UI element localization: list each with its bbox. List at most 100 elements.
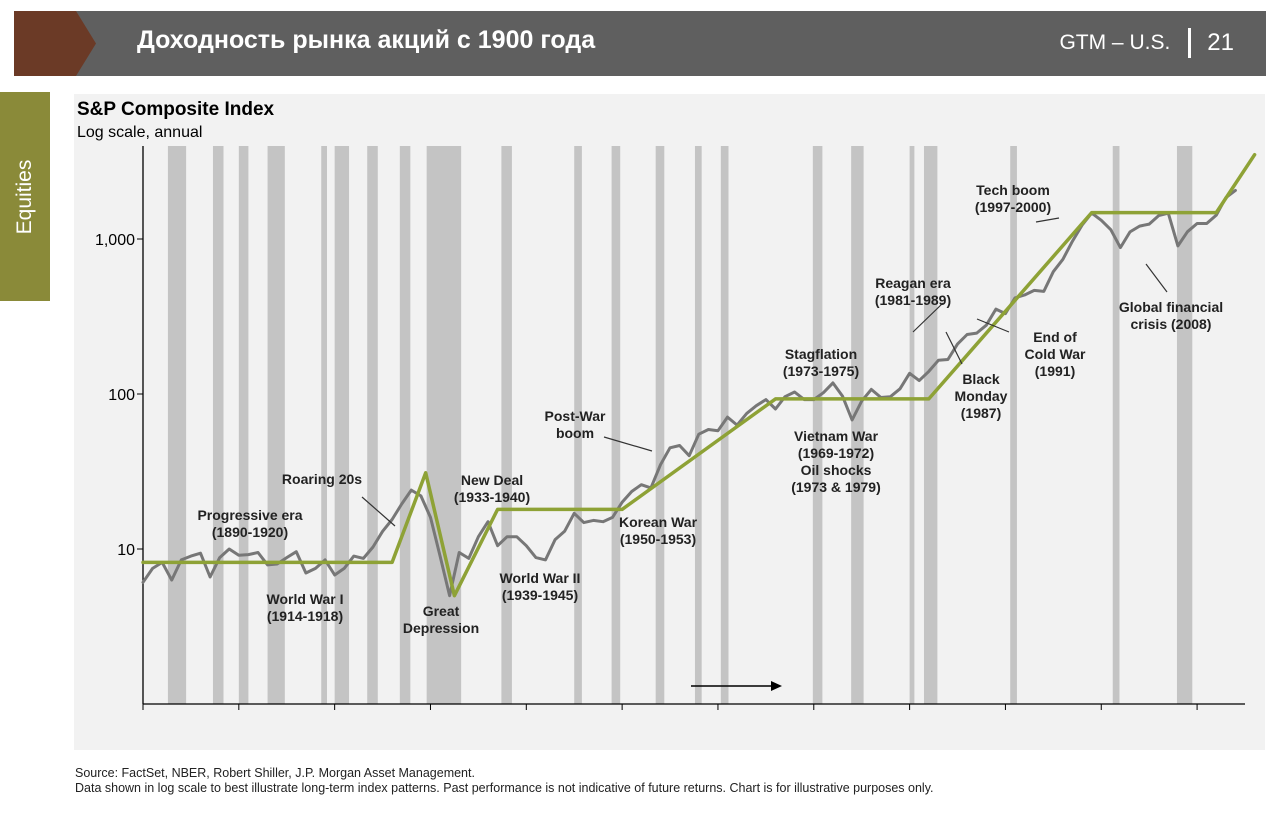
equities-side-tab[interactable]: Equities — [0, 92, 50, 301]
annotation-line: (1997-2000) — [975, 199, 1051, 215]
chart-annotation: Progressive era (1890-1920) — [197, 507, 302, 540]
annotation-line: (1981-1989) — [875, 292, 951, 308]
gtm-badge: GTM – U.S. — [1059, 31, 1171, 54]
chart-annotation: New Deal (1933-1940) — [454, 472, 530, 505]
annotation-line: World War II — [500, 570, 581, 586]
annotation-line: Progressive era — [197, 507, 302, 523]
chart-annotation: Roaring 20s — [282, 471, 362, 487]
annotation-line: Oil shocks — [801, 462, 872, 478]
chart-annotation: Tech boom (1997-2000) — [975, 182, 1051, 215]
annotation-line: (1890-1920) — [212, 524, 288, 540]
annotation-line: crisis (2008) — [1131, 316, 1212, 332]
y-tick-label: 10 — [117, 542, 135, 559]
annotation-line: End of — [1033, 329, 1077, 345]
annotation-line: (1950-1953) — [620, 531, 696, 547]
recession-band — [367, 146, 378, 704]
recession-band — [909, 146, 915, 704]
chart-annotation: Korean War (1950-1953) — [619, 514, 698, 547]
annotation-line: Global financial — [1119, 299, 1223, 315]
recession-band — [238, 146, 249, 704]
y-axis: 10 100 1,000 — [95, 146, 144, 704]
chart-annotation: Post-War boom — [545, 408, 606, 441]
chart-annotation: Global financial crisis (2008) — [1119, 299, 1223, 332]
chart-annotation: Great Depression — [403, 603, 479, 636]
annotation-line: boom — [556, 425, 594, 441]
header-bar — [14, 11, 1266, 76]
chart-annotation: Reagan era (1981-1989) — [875, 275, 951, 308]
arrow-right-icon — [771, 681, 782, 691]
annotation-line: (1973 & 1979) — [791, 479, 881, 495]
index-series-line — [141, 188, 1237, 598]
annotation-line: Cold War — [1025, 346, 1086, 362]
footnote: Source: FactSet, NBER, Robert Shiller, J… — [75, 766, 1035, 796]
recession-band — [426, 146, 462, 704]
annotation-line: (1933-1940) — [454, 489, 530, 505]
annotation-line: World War I — [267, 591, 344, 607]
chart-panel: 10 100 1,000 Progressive era (1890-1920) Wor… — [74, 94, 1265, 750]
x-axis — [142, 703, 1245, 710]
annotation-leader — [1035, 217, 1060, 223]
series-lines — [141, 152, 1257, 598]
recession-band — [1010, 146, 1017, 704]
annotation-line: Vietnam War — [794, 428, 879, 444]
sp-composite-chart: 10 100 1,000 Progressive era (1890-1920) Wor… — [77, 99, 1257, 710]
recession-band — [655, 146, 665, 704]
chart-title: S&P Composite Index — [77, 99, 275, 120]
header-badge-group: GTM – U.S. 21 — [1059, 28, 1234, 58]
annotation-leader — [912, 302, 944, 333]
annotation-line: New Deal — [461, 472, 523, 488]
chart-annotation: World War II (1939-1945) — [500, 570, 581, 603]
annotation-line: (1914-1918) — [267, 608, 343, 624]
page-number: 21 — [1207, 29, 1234, 56]
annotation-line: Stagflation — [785, 346, 857, 362]
chart-annotation: Vietnam War (1969-1972) Oil shocks (1973 & … — [791, 428, 881, 495]
annotation-line: Depression — [403, 620, 479, 636]
annotation-line: Tech boom — [976, 182, 1050, 198]
annotation-line: Roaring 20s — [282, 471, 362, 487]
recession-band — [694, 146, 702, 704]
annotation-leader — [945, 331, 963, 365]
chart-subtitle: Log scale, annual — [77, 124, 202, 141]
annotation-line: (1969-1972) — [798, 445, 874, 461]
recession-band — [812, 146, 823, 704]
annotation-leader — [361, 496, 396, 527]
recession-band — [720, 146, 729, 704]
recession-band — [611, 146, 621, 704]
y-tick-label: 100 — [108, 387, 135, 404]
chart-annotation: End of Cold War (1991) — [1025, 329, 1086, 379]
recession-band — [212, 146, 224, 704]
recession-band — [501, 146, 512, 704]
header-separator — [1188, 28, 1192, 58]
recession-band — [1112, 146, 1120, 704]
annotations: Progressive era (1890-1920)World War I (19… — [197, 182, 1223, 691]
y-tick-label: 1,000 — [95, 232, 135, 249]
recession-band — [1176, 146, 1193, 704]
recession-band — [399, 146, 411, 704]
annotation-line: Post-War — [545, 408, 606, 424]
chart-annotation: World War I (1914-1918) — [267, 591, 344, 624]
annotation-line: Monday — [955, 388, 1008, 404]
page-title: Доходность рынка акций с 1900 года — [137, 26, 596, 54]
recession-shading — [167, 146, 1193, 704]
annotation-line: (1987) — [961, 405, 1001, 421]
recession-band — [574, 146, 582, 704]
annotation-leader — [603, 436, 653, 452]
recession-band — [923, 146, 938, 704]
annotation-line: (1991) — [1035, 363, 1075, 379]
annotation-line: Black — [962, 371, 1000, 387]
trend-series-line — [141, 152, 1257, 598]
header-chevron-icon — [14, 11, 96, 76]
chart-annotation: Stagflation (1973-1975) — [783, 346, 859, 379]
disclaimer-note: Data shown in log scale to best illustra… — [75, 781, 934, 795]
recession-band — [851, 146, 864, 704]
annotation-leader — [1145, 263, 1168, 293]
annotation-line: (1973-1975) — [783, 363, 859, 379]
recession-band — [167, 146, 187, 704]
side-tab-label: Equities — [13, 159, 36, 234]
recession-band — [321, 146, 327, 704]
chart-annotation: Black Monday (1987) — [955, 371, 1008, 421]
annotation-line: Reagan era — [875, 275, 951, 291]
source-note: Source: FactSet, NBER, Robert Shiller, J… — [75, 766, 475, 780]
annotation-line: Korean War — [619, 514, 698, 530]
annotation-line: Great — [423, 603, 460, 619]
